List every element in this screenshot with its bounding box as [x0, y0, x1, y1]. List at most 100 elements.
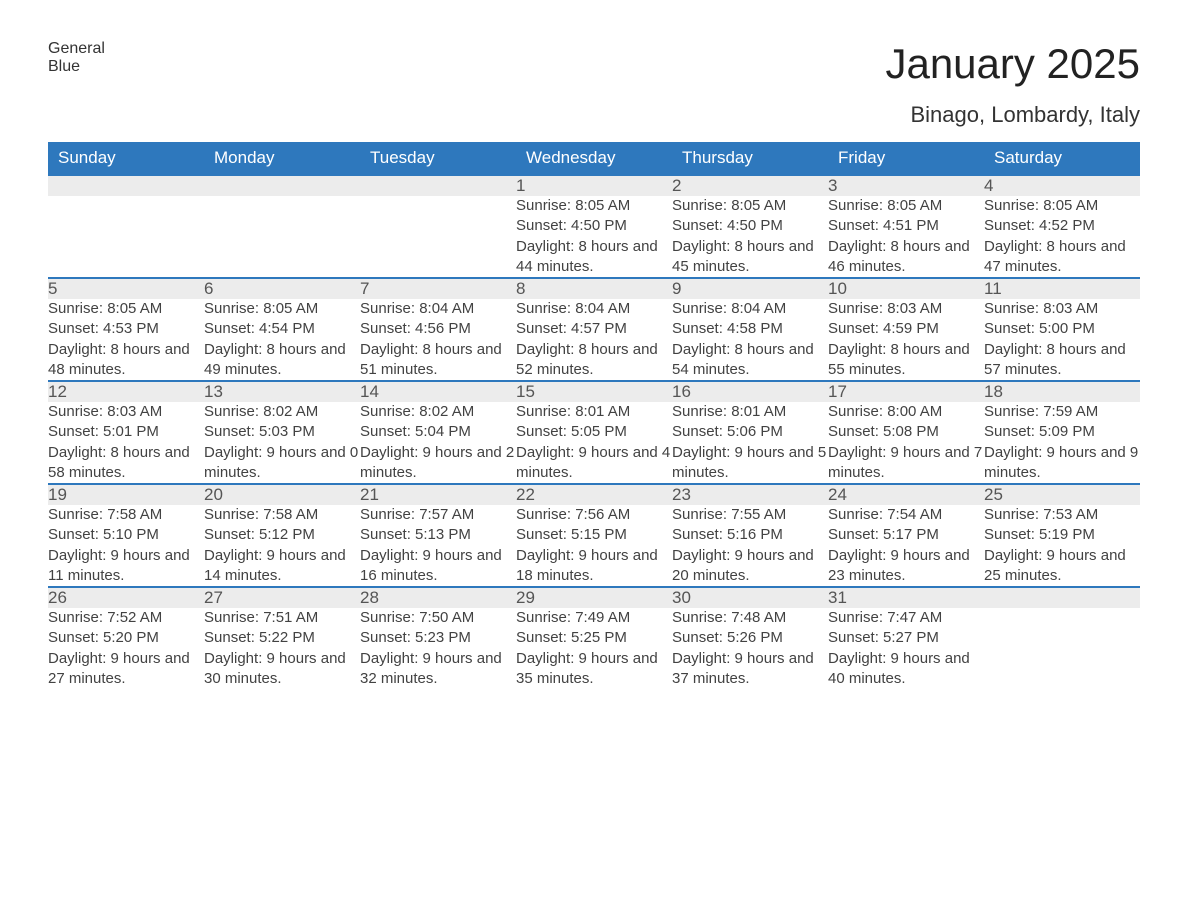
- daylight-line: Daylight: 9 hours and 35 minutes.: [516, 649, 672, 690]
- logo: General Blue: [48, 40, 105, 76]
- day-number: 9: [672, 278, 828, 299]
- sunset-line: Sunset: 4:54 PM: [204, 319, 360, 339]
- day-body: Sunrise: 7:59 AMSunset: 5:09 PMDaylight:…: [984, 402, 1140, 484]
- sunrise-line: Sunrise: 7:55 AM: [672, 505, 828, 525]
- day-body: Sunrise: 8:03 AMSunset: 5:00 PMDaylight:…: [984, 299, 1140, 381]
- day-number: 27: [204, 587, 360, 608]
- day-number: 16: [672, 381, 828, 402]
- day-number: 14: [360, 381, 516, 402]
- daylight-line: Daylight: 8 hours and 57 minutes.: [984, 340, 1140, 381]
- sunrise-line: Sunrise: 7:58 AM: [204, 505, 360, 525]
- day-number-row: 12131415161718: [48, 381, 1140, 402]
- day-body: Sunrise: 7:48 AMSunset: 5:26 PMDaylight:…: [672, 608, 828, 689]
- day-body: Sunrise: 7:58 AMSunset: 5:12 PMDaylight:…: [204, 505, 360, 587]
- daylight-line: Daylight: 9 hours and 18 minutes.: [516, 546, 672, 587]
- sunrise-line: Sunrise: 8:01 AM: [672, 402, 828, 422]
- sunset-line: Sunset: 5:25 PM: [516, 628, 672, 648]
- sunrise-line: Sunrise: 7:56 AM: [516, 505, 672, 525]
- day-body-empty: [984, 608, 1140, 689]
- day-body: Sunrise: 8:05 AMSunset: 4:50 PMDaylight:…: [516, 196, 672, 278]
- day-body: Sunrise: 8:05 AMSunset: 4:50 PMDaylight:…: [672, 196, 828, 278]
- day-body: Sunrise: 7:57 AMSunset: 5:13 PMDaylight:…: [360, 505, 516, 587]
- day-body-empty: [360, 196, 516, 278]
- logo-text-general: General: [48, 40, 105, 58]
- sunrise-line: Sunrise: 8:03 AM: [828, 299, 984, 319]
- day-number-empty: [984, 587, 1140, 608]
- sunset-line: Sunset: 5:12 PM: [204, 525, 360, 545]
- sunrise-line: Sunrise: 7:47 AM: [828, 608, 984, 628]
- daylight-line: Daylight: 9 hours and 0 minutes.: [204, 443, 360, 484]
- sunrise-line: Sunrise: 8:03 AM: [984, 299, 1140, 319]
- day-number: 28: [360, 587, 516, 608]
- day-body: Sunrise: 8:04 AMSunset: 4:56 PMDaylight:…: [360, 299, 516, 381]
- day-body: Sunrise: 8:03 AMSunset: 4:59 PMDaylight:…: [828, 299, 984, 381]
- day-body: Sunrise: 7:53 AMSunset: 5:19 PMDaylight:…: [984, 505, 1140, 587]
- sunrise-line: Sunrise: 8:04 AM: [672, 299, 828, 319]
- sunrise-line: Sunrise: 8:03 AM: [48, 402, 204, 422]
- sunset-line: Sunset: 5:05 PM: [516, 422, 672, 442]
- daylight-line: Daylight: 8 hours and 44 minutes.: [516, 237, 672, 278]
- day-body: Sunrise: 8:01 AMSunset: 5:05 PMDaylight:…: [516, 402, 672, 484]
- sunrise-line: Sunrise: 8:05 AM: [204, 299, 360, 319]
- day-body: Sunrise: 8:05 AMSunset: 4:53 PMDaylight:…: [48, 299, 204, 381]
- day-number: 30: [672, 587, 828, 608]
- daylight-line: Daylight: 8 hours and 58 minutes.: [48, 443, 204, 484]
- sunset-line: Sunset: 4:57 PM: [516, 319, 672, 339]
- sunrise-line: Sunrise: 7:49 AM: [516, 608, 672, 628]
- sunrise-line: Sunrise: 7:54 AM: [828, 505, 984, 525]
- sunrise-line: Sunrise: 7:58 AM: [48, 505, 204, 525]
- day-body: Sunrise: 8:02 AMSunset: 5:03 PMDaylight:…: [204, 402, 360, 484]
- sunset-line: Sunset: 5:19 PM: [984, 525, 1140, 545]
- day-number: 23: [672, 484, 828, 505]
- daylight-line: Daylight: 9 hours and 14 minutes.: [204, 546, 360, 587]
- sunset-line: Sunset: 4:50 PM: [516, 216, 672, 236]
- sunrise-line: Sunrise: 7:51 AM: [204, 608, 360, 628]
- day-body-row: Sunrise: 8:03 AMSunset: 5:01 PMDaylight:…: [48, 402, 1140, 484]
- daylight-line: Daylight: 8 hours and 48 minutes.: [48, 340, 204, 381]
- weekday-header: Friday: [828, 142, 984, 175]
- sunset-line: Sunset: 5:23 PM: [360, 628, 516, 648]
- day-number: 3: [828, 175, 984, 196]
- sunrise-line: Sunrise: 8:05 AM: [984, 196, 1140, 216]
- day-number: 15: [516, 381, 672, 402]
- daylight-line: Daylight: 9 hours and 23 minutes.: [828, 546, 984, 587]
- sunset-line: Sunset: 5:09 PM: [984, 422, 1140, 442]
- sunset-line: Sunset: 5:15 PM: [516, 525, 672, 545]
- daylight-line: Daylight: 9 hours and 2 minutes.: [360, 443, 516, 484]
- day-number-row: 19202122232425: [48, 484, 1140, 505]
- day-number: 29: [516, 587, 672, 608]
- day-number: 31: [828, 587, 984, 608]
- sunrise-line: Sunrise: 7:48 AM: [672, 608, 828, 628]
- daylight-line: Daylight: 8 hours and 54 minutes.: [672, 340, 828, 381]
- day-body: Sunrise: 8:05 AMSunset: 4:52 PMDaylight:…: [984, 196, 1140, 278]
- day-number: 6: [204, 278, 360, 299]
- daylight-line: Daylight: 9 hours and 4 minutes.: [516, 443, 672, 484]
- daylight-line: Daylight: 9 hours and 9 minutes.: [984, 443, 1140, 484]
- day-body: Sunrise: 7:50 AMSunset: 5:23 PMDaylight:…: [360, 608, 516, 689]
- day-number: 20: [204, 484, 360, 505]
- day-number: 18: [984, 381, 1140, 402]
- day-number: 26: [48, 587, 204, 608]
- weekday-header: Thursday: [672, 142, 828, 175]
- daylight-line: Daylight: 9 hours and 37 minutes.: [672, 649, 828, 690]
- day-number-empty: [48, 175, 204, 196]
- day-body-row: Sunrise: 7:58 AMSunset: 5:10 PMDaylight:…: [48, 505, 1140, 587]
- day-number-row: 567891011: [48, 278, 1140, 299]
- sunset-line: Sunset: 4:56 PM: [360, 319, 516, 339]
- day-body: Sunrise: 8:02 AMSunset: 5:04 PMDaylight:…: [360, 402, 516, 484]
- location: Binago, Lombardy, Italy: [885, 102, 1140, 128]
- day-body: Sunrise: 7:47 AMSunset: 5:27 PMDaylight:…: [828, 608, 984, 689]
- page-title: January 2025: [885, 40, 1140, 88]
- sunrise-line: Sunrise: 8:01 AM: [516, 402, 672, 422]
- day-body: Sunrise: 8:03 AMSunset: 5:01 PMDaylight:…: [48, 402, 204, 484]
- daylight-line: Daylight: 8 hours and 51 minutes.: [360, 340, 516, 381]
- sunset-line: Sunset: 5:26 PM: [672, 628, 828, 648]
- day-number: 4: [984, 175, 1140, 196]
- day-number: 2: [672, 175, 828, 196]
- day-body: Sunrise: 8:01 AMSunset: 5:06 PMDaylight:…: [672, 402, 828, 484]
- day-number: 24: [828, 484, 984, 505]
- daylight-line: Daylight: 8 hours and 47 minutes.: [984, 237, 1140, 278]
- day-body: Sunrise: 8:05 AMSunset: 4:54 PMDaylight:…: [204, 299, 360, 381]
- day-body: Sunrise: 7:55 AMSunset: 5:16 PMDaylight:…: [672, 505, 828, 587]
- day-number: 7: [360, 278, 516, 299]
